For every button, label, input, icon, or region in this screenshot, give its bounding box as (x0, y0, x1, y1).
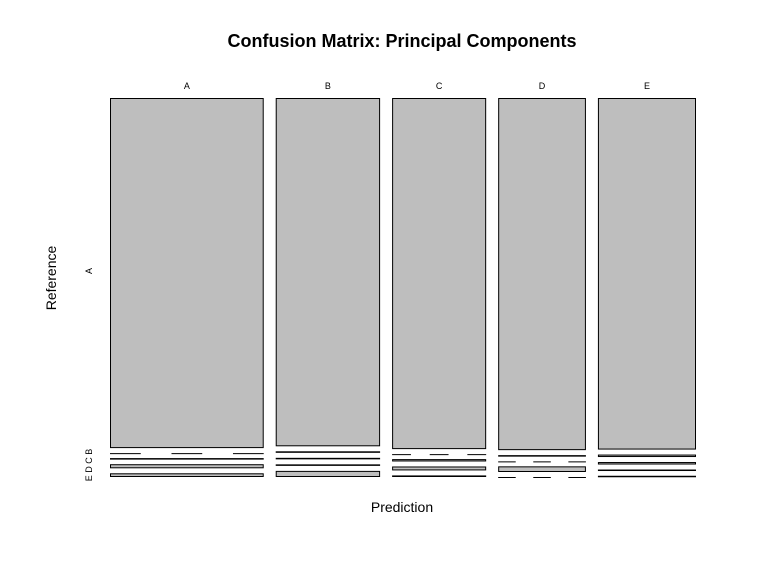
cell-pred-a-ref-a (110, 98, 264, 449)
cell-pred-b-ref-a (275, 98, 381, 447)
chart-title: Confusion Matrix: Principal Components (227, 31, 576, 51)
cell-pred-e-ref-d (597, 462, 696, 465)
cell-pred-c-ref-b (392, 475, 487, 477)
column-labels: A B C D E (184, 81, 650, 91)
cell-pred-a-ref-b (110, 473, 264, 477)
y-axis-label: Reference (43, 245, 59, 310)
cell-pred-b-ref-d (275, 457, 381, 460)
row-label-stacked: E D C B (84, 449, 94, 482)
cell-pred-d-ref-c (498, 466, 586, 473)
cell-pred-a-ref-d (110, 458, 264, 460)
cell-pred-b-ref-b (275, 470, 381, 477)
cell-pred-b-ref-e (275, 451, 381, 453)
cell-pred-d-ref-a (498, 98, 586, 451)
column-label-e: E (644, 81, 650, 91)
column-label-b: B (325, 81, 331, 91)
row-label-a: A (84, 268, 94, 274)
cell-pred-e-ref-b (597, 475, 696, 478)
cell-pred-c-ref-d (392, 459, 487, 462)
cell-pred-e-ref-e (597, 454, 696, 458)
x-axis-label: Prediction (371, 499, 433, 515)
cell-pred-e-ref-c (597, 469, 696, 472)
column-label-a: A (184, 81, 190, 91)
column-label-d: D (539, 81, 546, 91)
mosaic-cells (110, 98, 696, 478)
cell-pred-c-ref-c (392, 466, 487, 471)
cell-pred-c-ref-a (392, 98, 487, 450)
column-label-c: C (436, 81, 443, 91)
cell-pred-b-ref-c (275, 464, 381, 466)
cell-pred-e-ref-a (597, 98, 696, 450)
cell-pred-d-ref-e (498, 455, 586, 457)
cell-pred-a-ref-c (110, 464, 264, 469)
